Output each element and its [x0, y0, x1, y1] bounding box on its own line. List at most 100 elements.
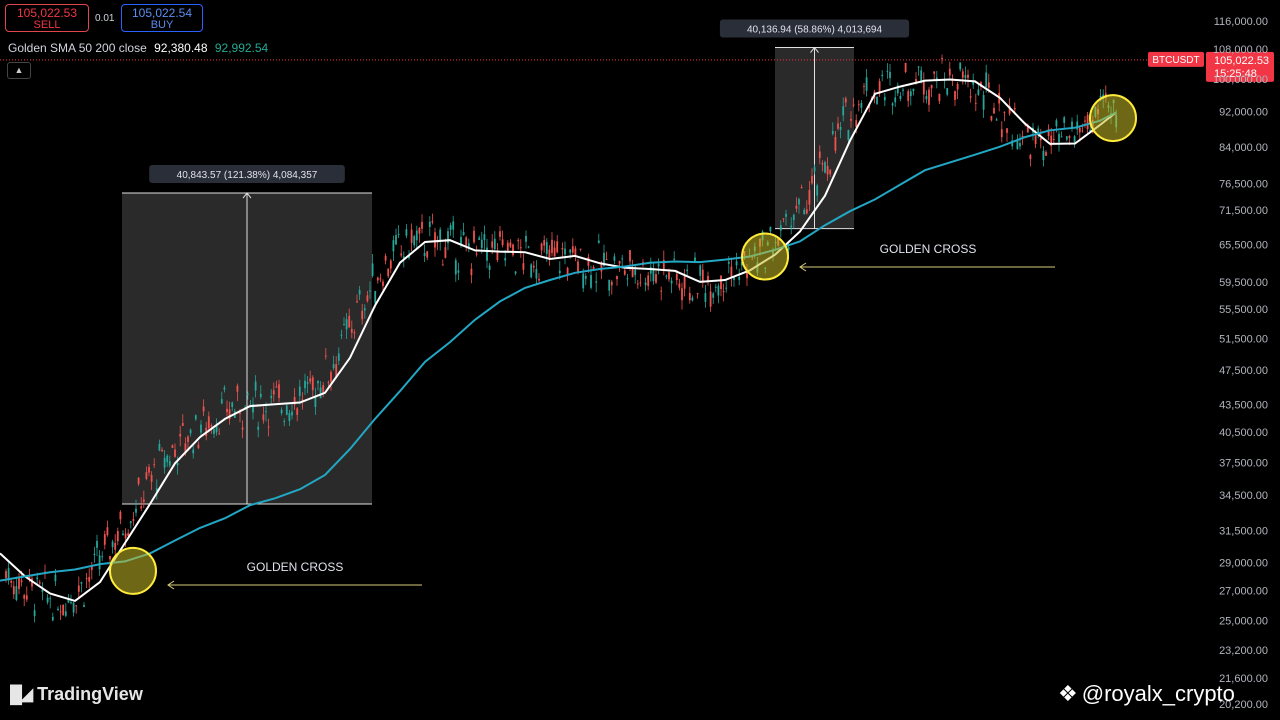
- candle-body: [824, 162, 826, 173]
- candle-body: [1008, 105, 1011, 114]
- candle-body: [473, 230, 475, 243]
- measure-1-label: 40,843.57 (121.38%) 4,084,357: [177, 170, 318, 181]
- candle-body: [135, 508, 137, 513]
- candle-body: [769, 226, 772, 232]
- candle-body: [878, 81, 881, 94]
- candle-body: [181, 423, 184, 426]
- candle-body: [922, 81, 925, 95]
- candle-body: [85, 578, 88, 580]
- candle-body: [314, 395, 317, 407]
- candle-body: [470, 268, 473, 276]
- candle-body: [382, 281, 384, 286]
- candle-body: [603, 252, 605, 267]
- candle-body: [116, 530, 119, 542]
- sell-button[interactable]: 105,022.53 SELL: [5, 4, 89, 32]
- candle-body: [512, 244, 514, 256]
- candle-body: [649, 267, 652, 274]
- candle-body: [395, 235, 397, 245]
- candle-body: [491, 241, 494, 248]
- spread-value: 0.01: [95, 13, 115, 24]
- candle-body: [1016, 139, 1019, 150]
- candle-body: [974, 102, 977, 104]
- y-axis-tick: 116,000.00: [1214, 16, 1268, 28]
- candle-body: [842, 106, 845, 116]
- candle-body: [514, 271, 517, 274]
- indicator-legend[interactable]: Golden SMA 50 200 close 92,380.48 92,992…: [8, 41, 268, 55]
- candle-body: [930, 84, 933, 89]
- chevron-up-icon[interactable]: ▲: [7, 62, 31, 79]
- candle-body: [51, 616, 54, 621]
- candle-body: [912, 88, 915, 92]
- candle-body: [977, 89, 980, 95]
- candle-body: [109, 555, 111, 560]
- candle-body: [1060, 136, 1063, 138]
- buy-button[interactable]: 105,022.54 BUY: [121, 4, 203, 32]
- candle-body: [454, 260, 457, 275]
- candle-body: [363, 308, 366, 311]
- candle-body: [259, 393, 262, 397]
- candle-body: [1029, 154, 1032, 160]
- candle-body: [410, 229, 413, 243]
- candle-body: [704, 293, 707, 302]
- candle-body: [707, 276, 709, 282]
- candle-body: [1063, 117, 1066, 123]
- candle-body: [1071, 121, 1073, 129]
- candle-body: [839, 126, 842, 130]
- candle-body: [293, 397, 296, 405]
- candle-body: [283, 421, 286, 423]
- candle-body: [49, 598, 52, 600]
- candle-body: [717, 285, 720, 296]
- candle-body: [972, 81, 975, 85]
- y-axis-tick: 27,000.00: [1219, 586, 1268, 598]
- candle-body: [863, 85, 865, 87]
- candle-body: [20, 580, 23, 583]
- candle-body: [543, 240, 546, 246]
- candle-body: [686, 269, 689, 272]
- candle-body: [166, 455, 169, 463]
- candle-body: [608, 279, 611, 291]
- candle-body: [486, 247, 488, 261]
- candle-body: [428, 221, 431, 228]
- candle-body: [252, 404, 254, 413]
- candle-body: [896, 85, 899, 94]
- candle-body: [605, 259, 608, 261]
- candle-body: [353, 332, 356, 334]
- candle-body: [31, 578, 33, 587]
- candle-body: [691, 297, 694, 301]
- candle-body: [77, 585, 80, 592]
- candle-body: [506, 242, 509, 251]
- candle-body: [522, 263, 525, 270]
- candle-body: [837, 123, 839, 129]
- candle-body: [941, 58, 943, 60]
- symbol-tag-bg: [1148, 51, 1204, 67]
- candle-body: [467, 243, 470, 249]
- candle-body: [727, 261, 730, 264]
- candle-body: [413, 236, 416, 246]
- candle-body: [111, 541, 114, 548]
- candle-body: [179, 433, 182, 437]
- candle-body: [301, 399, 304, 401]
- candle-body: [103, 534, 106, 545]
- candle-body: [798, 199, 800, 205]
- candle-body: [324, 355, 327, 357]
- candle-body: [265, 411, 267, 413]
- candle-body: [902, 89, 904, 91]
- candle-body: [361, 310, 364, 320]
- candle-body: [1078, 127, 1081, 133]
- candle-body: [670, 280, 673, 284]
- candle-body: [298, 386, 301, 396]
- candle-body: [267, 426, 270, 428]
- candle-body: [538, 278, 540, 281]
- candle-body: [371, 263, 374, 276]
- candle-body: [1042, 150, 1045, 161]
- candle-body: [493, 238, 496, 250]
- sell-price: 105,022.53: [16, 6, 78, 20]
- candle-body: [733, 276, 735, 280]
- candle-body: [415, 230, 418, 241]
- candle-body: [501, 239, 504, 246]
- candle-body: [629, 250, 631, 262]
- candle-body: [800, 187, 803, 189]
- candle-body: [462, 232, 465, 235]
- candle-body: [907, 91, 910, 101]
